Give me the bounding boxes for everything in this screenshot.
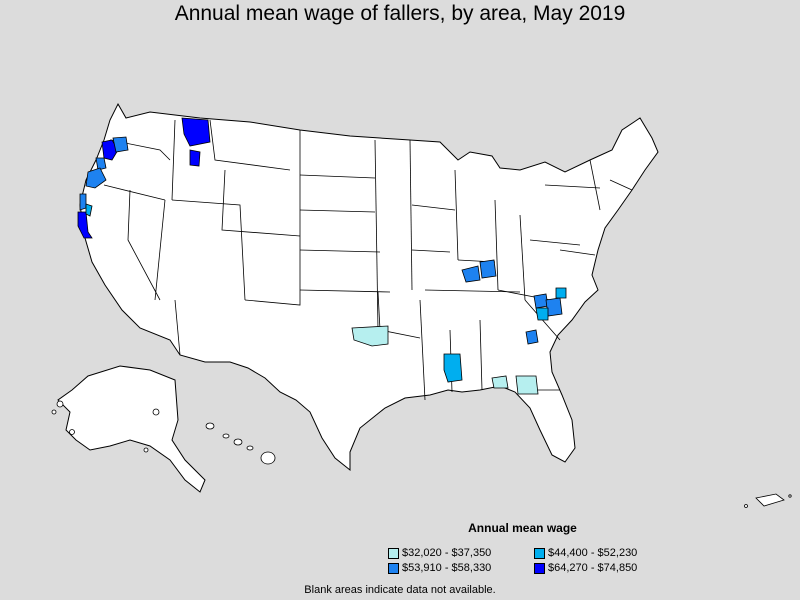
area-ok bbox=[351, 325, 389, 347]
alaska-outline bbox=[57, 365, 206, 493]
legend-swatch-3 bbox=[388, 563, 399, 574]
map-title: Annual mean wage of fallers, by area, Ma… bbox=[174, 2, 626, 25]
area-wa-sw bbox=[95, 157, 107, 171]
area-ca-north-3 bbox=[85, 203, 93, 217]
area-ca-north-1 bbox=[79, 193, 87, 211]
legend-item-3: $53,910 - $58,330 bbox=[388, 562, 491, 575]
legend-label-3: $53,910 - $58,330 bbox=[402, 562, 492, 574]
hawaii-islands bbox=[205, 422, 276, 465]
area-or-central bbox=[85, 167, 107, 189]
area-ms bbox=[443, 353, 463, 383]
legend-swatch-2 bbox=[534, 548, 545, 559]
legend-label-4: $64,270 - $74,850 bbox=[548, 562, 638, 574]
legend-title: Annual mean wage bbox=[468, 521, 577, 535]
legend-item-1: $32,020 - $37,350 bbox=[388, 547, 491, 560]
area-ga-south bbox=[515, 375, 539, 395]
area-wa-central bbox=[112, 136, 129, 153]
state-borders bbox=[103, 119, 633, 401]
legend-label-1: $32,020 - $37,350 bbox=[402, 547, 492, 559]
area-sc bbox=[525, 329, 539, 345]
alaska-islands bbox=[51, 400, 160, 453]
area-id-north bbox=[181, 117, 211, 147]
puerto-rico bbox=[744, 493, 792, 508]
area-nc-3 bbox=[535, 307, 549, 321]
area-ky-1 bbox=[461, 265, 481, 283]
legend-label-2: $44,400 - $52,230 bbox=[548, 547, 638, 559]
wage-areas bbox=[77, 117, 567, 395]
area-fl-panhandle bbox=[491, 375, 509, 389]
area-va bbox=[555, 287, 567, 299]
legend-swatch-4 bbox=[534, 563, 545, 574]
area-wa-west bbox=[101, 139, 119, 161]
area-ky-2 bbox=[479, 259, 497, 279]
area-id-central bbox=[189, 149, 201, 167]
legend-item-4: $64,270 - $74,850 bbox=[534, 562, 637, 575]
footnote: Blank areas indicate data not available. bbox=[304, 584, 496, 596]
legend-item-2: $44,400 - $52,230 bbox=[534, 547, 637, 560]
contiguous-us-outline bbox=[79, 102, 659, 472]
legend-swatch-1 bbox=[388, 548, 399, 559]
